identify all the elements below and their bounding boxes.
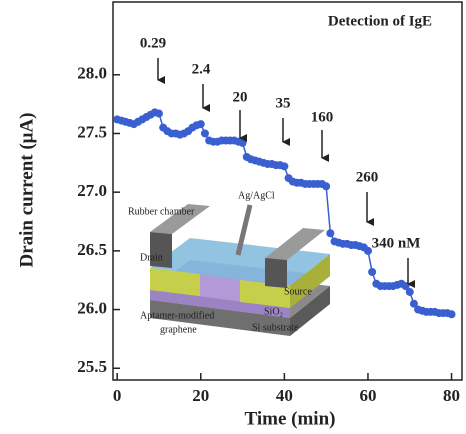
inset-label: Aptamer-modified xyxy=(140,310,214,321)
y-tick-label: 25.5 xyxy=(77,357,107,376)
data-point xyxy=(155,110,163,118)
x-tick-label: 80 xyxy=(443,386,460,405)
data-point xyxy=(448,310,456,318)
annotation: 2.4 xyxy=(192,61,211,77)
y-axis-label: Drain current (μA) xyxy=(16,113,37,268)
inset-label: Si substrate xyxy=(252,322,299,333)
chart-title: Detection of IgE xyxy=(328,13,432,29)
inset-label: Rubber chamber xyxy=(128,206,195,217)
data-point xyxy=(201,129,209,137)
inset-label: graphene xyxy=(160,324,197,335)
data-point xyxy=(368,268,376,276)
annotation: 260 xyxy=(356,169,379,185)
annotation: 20 xyxy=(233,89,248,105)
inset-label: SiO₂ xyxy=(264,306,283,317)
x-tick-label: 40 xyxy=(276,386,293,405)
y-tick-label: 27.5 xyxy=(77,122,107,141)
x-axis-label: Time (min) xyxy=(245,408,336,429)
annotation: 35 xyxy=(276,95,291,111)
x-tick-label: 20 xyxy=(192,386,209,405)
data-point xyxy=(280,162,288,170)
y-tick-label: 26.0 xyxy=(77,298,107,317)
annotation: 340 nM xyxy=(372,235,421,251)
y-tick-label: 26.5 xyxy=(77,240,107,259)
inset-label: Drain xyxy=(140,252,163,263)
inset-label: Ag/AgCl xyxy=(238,190,275,201)
x-tick-label: 60 xyxy=(359,386,376,405)
y-tick-label: 27.0 xyxy=(77,181,107,200)
annotation: 0.29 xyxy=(140,35,166,51)
data-point xyxy=(239,139,247,147)
annotation: 160 xyxy=(311,109,334,125)
x-tick-label: 0 xyxy=(113,386,122,405)
inset-label: Source xyxy=(284,286,312,297)
data-point xyxy=(197,120,205,128)
chamber-wall-right xyxy=(265,258,287,288)
chart: Detection of IgE Time (min) Drain curren… xyxy=(0,0,466,434)
data-point xyxy=(326,229,334,237)
data-point xyxy=(322,182,330,190)
data-point xyxy=(406,288,414,296)
y-tick-label: 28.0 xyxy=(77,64,107,83)
